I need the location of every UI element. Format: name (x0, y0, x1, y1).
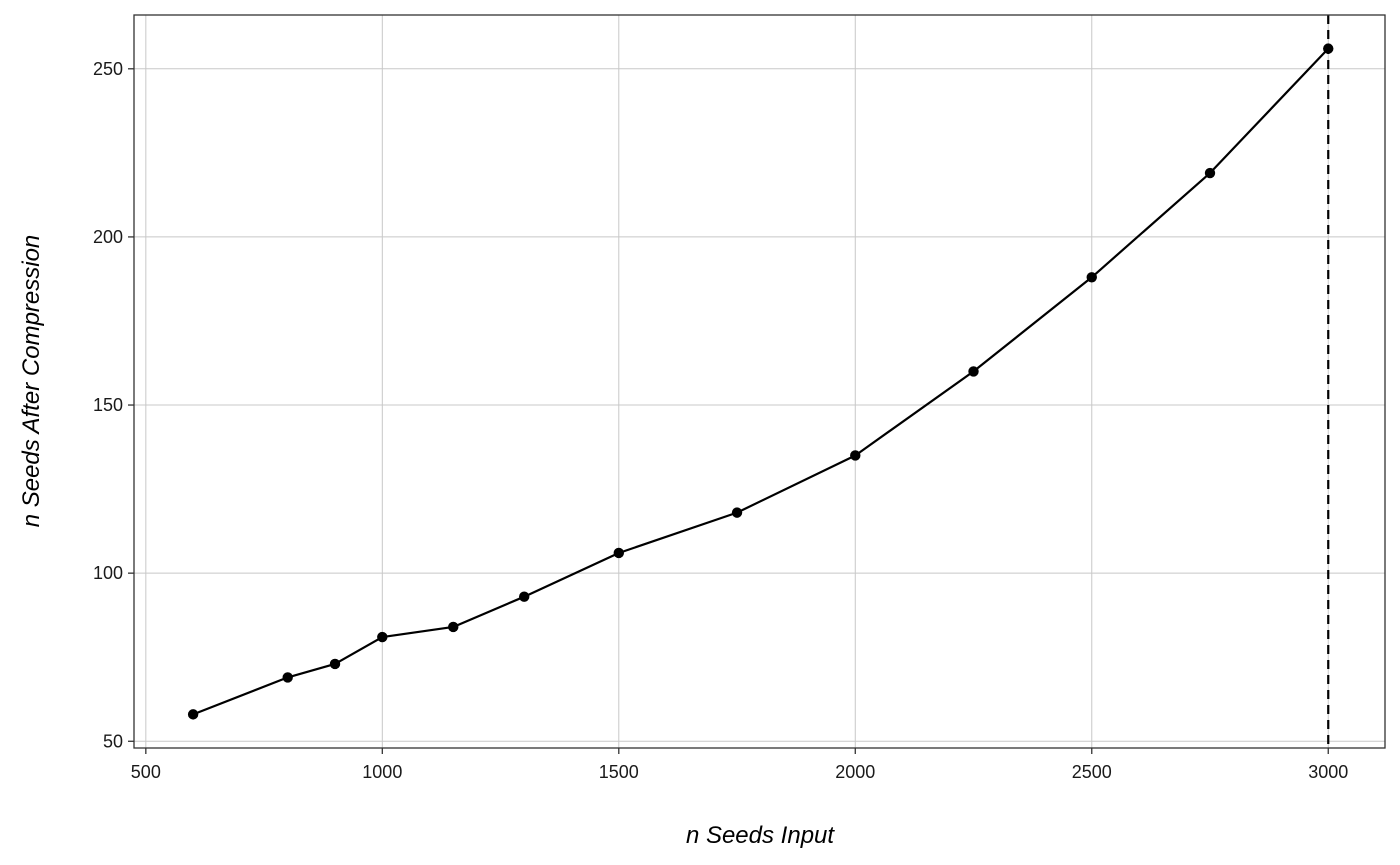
x-tick-label: 1000 (362, 762, 402, 782)
data-point (329, 658, 341, 670)
y-tick-label: 250 (93, 59, 123, 79)
data-point (731, 507, 743, 518)
axes: 500 1000 1500 2000 2500 3000 50 100 150 200 250 (93, 59, 1348, 782)
data-point (187, 709, 199, 720)
x-axis-title: n Seeds Input (686, 822, 835, 849)
y-axis-title: n Seeds After Compression (18, 235, 45, 528)
y-tick-label: 50 (103, 731, 123, 751)
y-tick-label: 200 (93, 227, 123, 247)
x-tick-label: 500 (131, 762, 161, 782)
plot-panel-border (133, 14, 1386, 749)
data-point (518, 591, 530, 602)
data-point (1086, 272, 1097, 283)
x-tick-label: 1500 (599, 762, 639, 782)
data-point (448, 621, 459, 633)
series-layer (187, 43, 1334, 720)
plot-background (134, 15, 1385, 748)
data-point (968, 366, 979, 377)
data-point (613, 547, 624, 559)
data-point (850, 450, 861, 461)
data-point (1323, 43, 1334, 54)
y-tick-label: 150 (93, 395, 123, 415)
y-tick-label: 100 (93, 563, 123, 583)
x-tick-label: 2500 (1072, 762, 1112, 782)
data-point (377, 631, 388, 643)
x-tick-label: 3000 (1308, 762, 1348, 782)
x-tick-label: 2000 (835, 762, 875, 782)
data-point (282, 672, 293, 683)
data-point (1204, 167, 1216, 179)
